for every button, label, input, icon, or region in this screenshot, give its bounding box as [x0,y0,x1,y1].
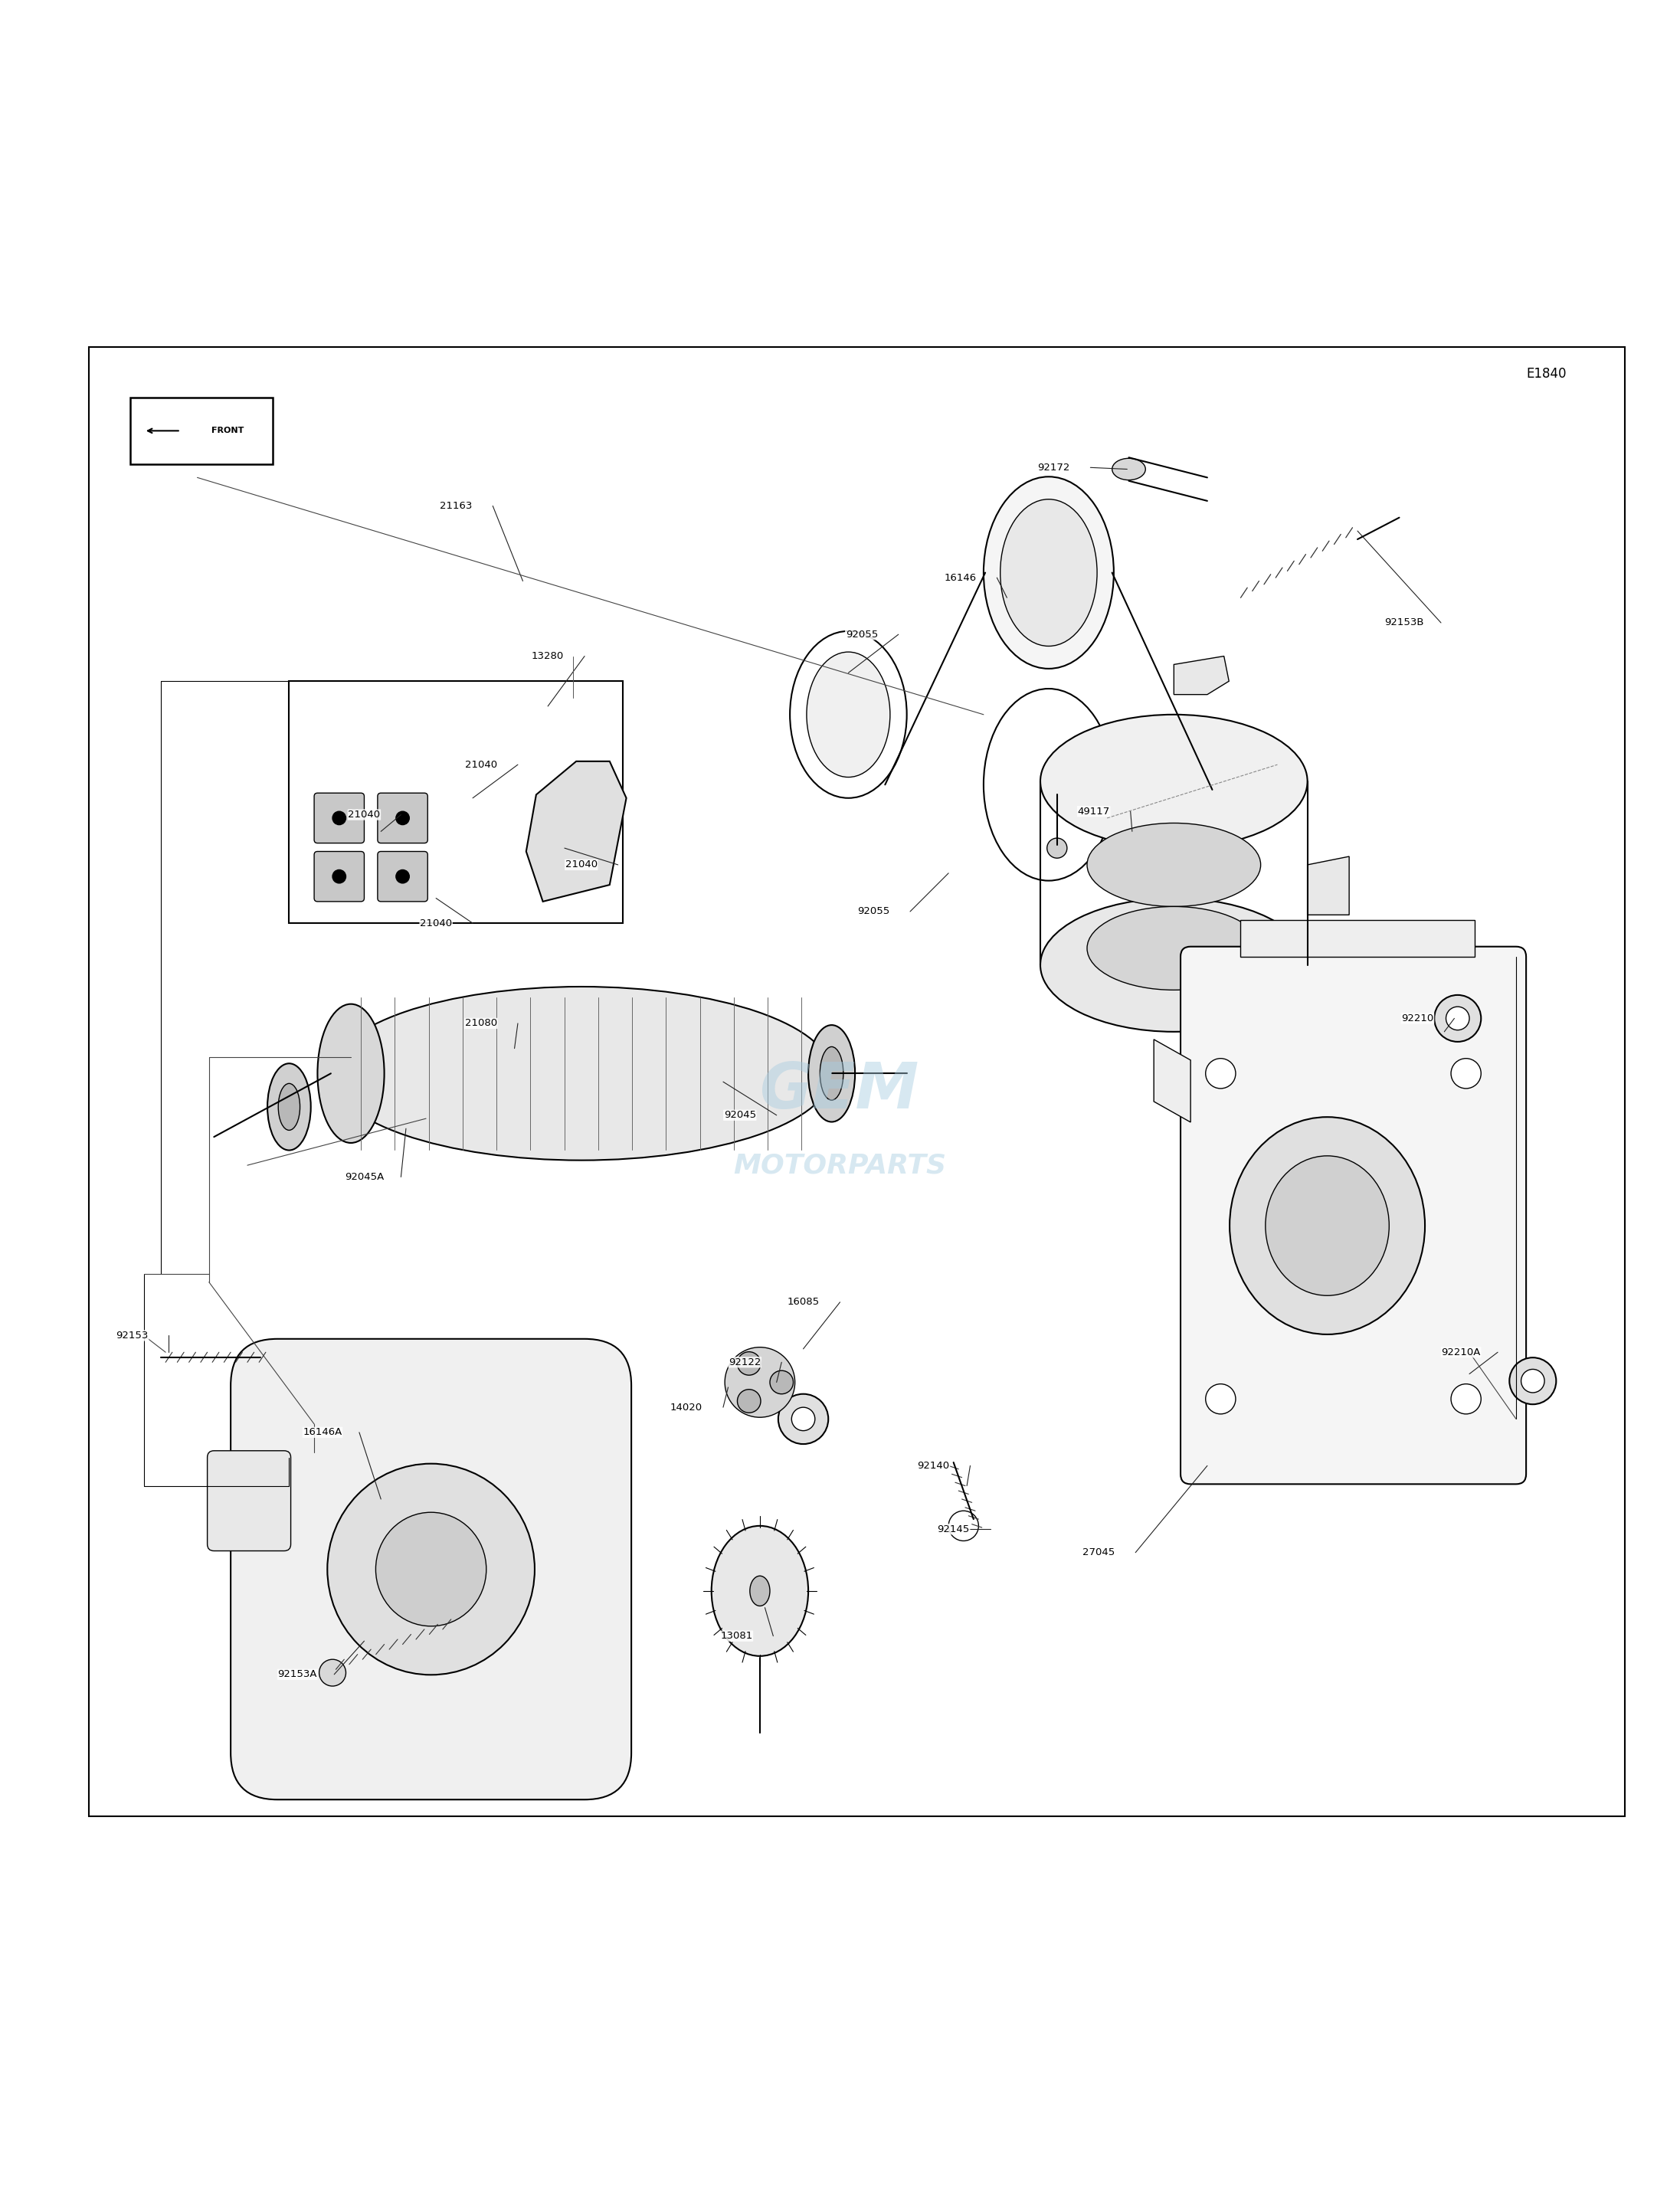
Ellipse shape [331,986,832,1160]
Ellipse shape [778,1393,828,1443]
Text: 21080: 21080 [465,1019,497,1028]
Text: 92045A: 92045A [344,1171,383,1182]
FancyBboxPatch shape [207,1450,291,1551]
Circle shape [333,870,346,883]
Ellipse shape [1265,1156,1389,1296]
Text: FRONT: FRONT [212,426,244,435]
Ellipse shape [711,1527,808,1657]
Ellipse shape [806,653,890,778]
Text: 92055: 92055 [845,631,879,639]
Text: 13081: 13081 [721,1630,753,1641]
Text: GEM: GEM [759,1059,921,1120]
Circle shape [396,870,410,883]
Ellipse shape [1087,824,1260,907]
Text: 92045: 92045 [724,1109,756,1120]
Text: 92210: 92210 [1401,1013,1433,1024]
Ellipse shape [820,1046,843,1101]
Ellipse shape [318,1004,385,1142]
Polygon shape [1307,857,1349,914]
Text: 16085: 16085 [788,1296,820,1307]
Text: 92172: 92172 [1038,464,1070,472]
Circle shape [319,1659,346,1685]
Polygon shape [526,762,627,901]
Text: E1840: E1840 [1525,367,1566,380]
Bar [131,398,272,464]
Text: 92153B: 92153B [1384,617,1425,628]
FancyBboxPatch shape [378,793,428,844]
Circle shape [1509,1358,1556,1404]
Circle shape [1446,1006,1470,1030]
Circle shape [1206,1059,1235,1088]
Text: 21040: 21040 [420,918,452,927]
Ellipse shape [279,1083,301,1129]
Polygon shape [1154,1039,1191,1123]
Text: 92153: 92153 [116,1331,148,1340]
Circle shape [396,811,410,824]
Circle shape [769,1371,793,1393]
Circle shape [1435,995,1482,1041]
Ellipse shape [1000,499,1097,646]
Text: 14020: 14020 [670,1402,702,1413]
Text: 16146A: 16146A [302,1428,343,1437]
Text: 92153A: 92153A [277,1670,318,1679]
Text: 92122: 92122 [729,1358,761,1367]
Ellipse shape [724,1347,795,1417]
Circle shape [738,1389,761,1413]
Ellipse shape [1040,714,1307,848]
Text: 21163: 21163 [440,501,472,512]
Text: 92145: 92145 [937,1525,969,1534]
Circle shape [1047,837,1067,859]
Circle shape [333,811,346,824]
Ellipse shape [983,477,1114,668]
Circle shape [1520,1369,1544,1393]
Ellipse shape [328,1463,534,1674]
Ellipse shape [267,1063,311,1151]
Ellipse shape [1112,459,1146,479]
Circle shape [1206,1384,1235,1415]
Ellipse shape [791,1408,815,1430]
Circle shape [1452,1384,1482,1415]
Text: MOTORPARTS: MOTORPARTS [734,1151,946,1178]
FancyBboxPatch shape [314,793,365,844]
Polygon shape [1240,921,1475,956]
FancyBboxPatch shape [314,852,365,901]
Circle shape [949,1512,978,1540]
Ellipse shape [1087,907,1260,991]
Text: 16146: 16146 [944,573,976,582]
Text: 21040: 21040 [564,859,598,870]
Text: 92140: 92140 [917,1461,949,1470]
Circle shape [738,1351,761,1375]
Text: 13280: 13280 [531,650,564,661]
Bar [289,681,623,923]
FancyBboxPatch shape [230,1338,632,1799]
Polygon shape [1174,657,1230,694]
FancyBboxPatch shape [378,852,428,901]
Bar [89,347,1625,1817]
Ellipse shape [1230,1116,1425,1334]
Text: 27045: 27045 [1082,1547,1116,1558]
Text: 21040: 21040 [465,760,497,769]
Text: 92055: 92055 [857,907,890,916]
Ellipse shape [1040,899,1307,1033]
Circle shape [1452,1059,1482,1088]
Text: 49117: 49117 [1077,806,1110,817]
FancyBboxPatch shape [1181,947,1525,1485]
Ellipse shape [376,1512,486,1626]
Ellipse shape [808,1026,855,1123]
Ellipse shape [749,1575,769,1606]
Text: 21040: 21040 [348,811,380,819]
Text: 92210A: 92210A [1441,1347,1480,1358]
